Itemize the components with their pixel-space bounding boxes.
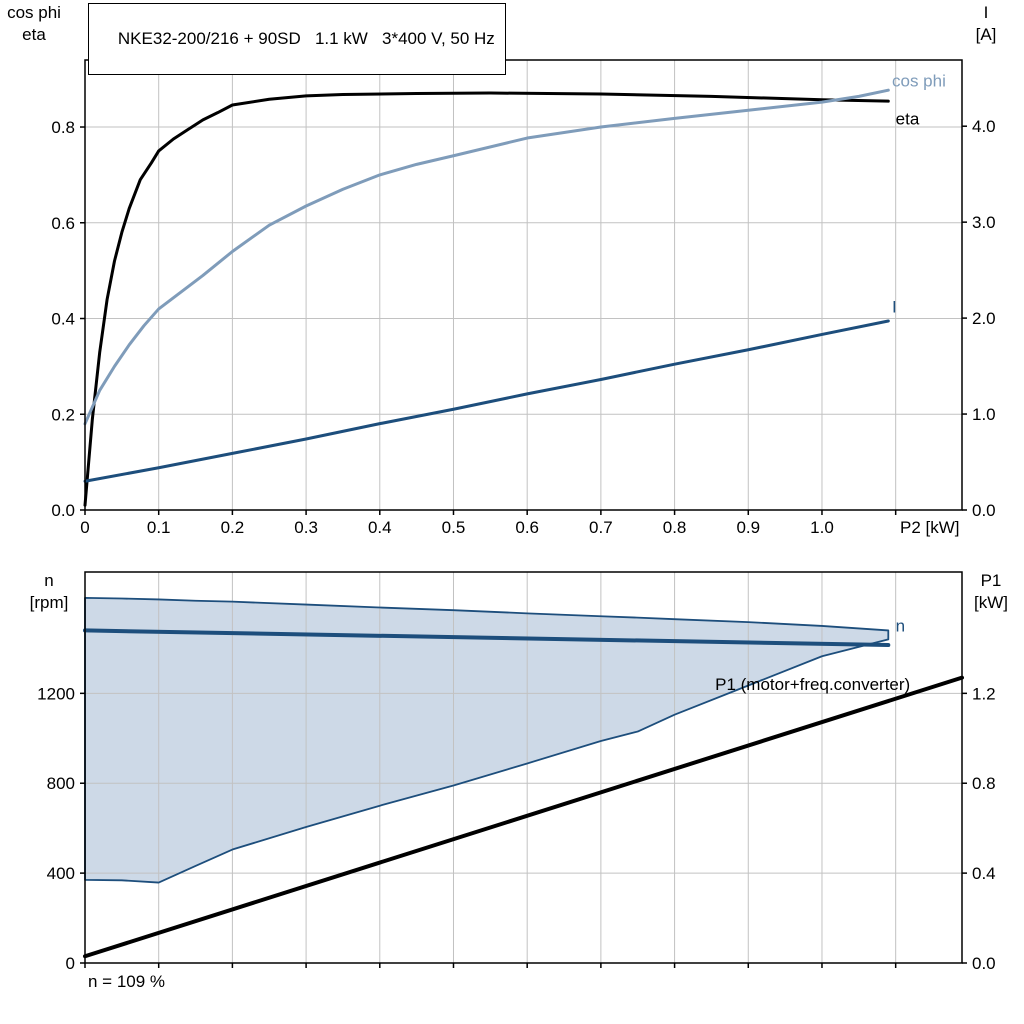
x-tick-label: 0.5 [442,518,466,537]
P1-label: P1 (motor+freq.converter) [715,675,910,694]
speed-control-range-fill [85,597,889,883]
x-tick-label: 1.0 [810,518,834,537]
y-right-tick-label: 0.0 [972,501,996,520]
cos-phi-label: cos phi [892,71,946,90]
chart-title-box: NKE32-200/216 + 90SD 1.1 kW 3*400 V, 50 … [88,3,506,76]
x-tick-label: 0.3 [294,518,318,537]
speed-control-range-outline [84,596,890,884]
grid-lines [85,60,962,510]
eta-label: eta [896,110,920,129]
x-tick-label: 0.1 [147,518,171,537]
P1-curve [83,675,964,959]
y-right-axis-title: [A] [976,25,997,44]
I-curve [83,319,890,483]
y-right-tick-label: 3.0 [972,213,996,232]
x-tick-label: 0.2 [221,518,245,537]
I-label: I [892,297,897,316]
n-curve [83,628,891,648]
speed-annotation: n = 109 % [88,972,166,991]
y-left-tick-label: 0.0 [51,501,75,520]
eta-curve [83,91,890,507]
y-left-tick-label: 0.2 [51,405,75,424]
y-right-tick-label: 1.0 [972,405,996,424]
x-axis-title: P2 [kW] [900,518,960,537]
y-left-axis-title: n [44,571,53,590]
cos-phi-curve [83,88,890,426]
y-left-tick-label: 0.8 [51,118,75,137]
y-right-tick-label: 2.0 [972,309,996,328]
axis-ticks: 0 400 800 1200 0.0 0.4 0.8 1.2 [37,684,995,973]
x-tick-label: 0.7 [589,518,613,537]
y-right-tick-label: 1.2 [972,684,996,703]
y-left-axis-title: eta [22,25,46,44]
y-right-tick-label: 0.8 [972,774,996,793]
y-right-tick-label: 0.4 [972,864,996,883]
chart-title: NKE32-200/216 + 90SD 1.1 kW 3*400 V, 50 … [117,29,495,49]
n-label: n [896,617,905,636]
y-left-tick-label: 400 [47,864,75,883]
y-right-tick-label: 4.0 [972,117,996,136]
y-right-axis-title: P1 [981,571,1002,590]
y-left-tick-label: 0.6 [51,214,75,233]
y-left-axis-title: cos phi [7,3,61,22]
top-chart: 0 0.1 0.2 0.3 0.4 0.5 0.6 0.7 0.8 0.9 1.0 0.0 0.2 0.4… [7,3,996,537]
y-left-axis-title: [rpm] [30,593,69,612]
y-left-tick-label: 800 [47,774,75,793]
y-left-tick-label: 0 [66,954,75,973]
bottom-chart: 0 400 800 1200 0.0 0.4 0.8 1.2 n [rpm] P1 [kW] n P1 (… [30,571,1008,973]
y-left-tick-label: 1200 [37,684,75,703]
plot-border [84,59,963,511]
x-tick-label: 0.6 [515,518,539,537]
y-right-tick-label: 0.0 [972,954,996,973]
x-tick-label: 0 [80,518,89,537]
axis-ticks: 0 0.1 0.2 0.3 0.4 0.5 0.6 0.7 0.8 0.9 1.0 0.0 0.2 0.4… [51,117,995,537]
plot-border [84,571,963,964]
y-left-tick-label: 0.4 [51,310,75,329]
x-tick-label: 0.8 [663,518,687,537]
y-right-axis-title: I [984,3,989,22]
y-right-axis-title: [kW] [974,593,1008,612]
grid-lines [85,572,962,963]
x-tick-label: 0.4 [368,518,392,537]
x-tick-label: 0.9 [736,518,760,537]
